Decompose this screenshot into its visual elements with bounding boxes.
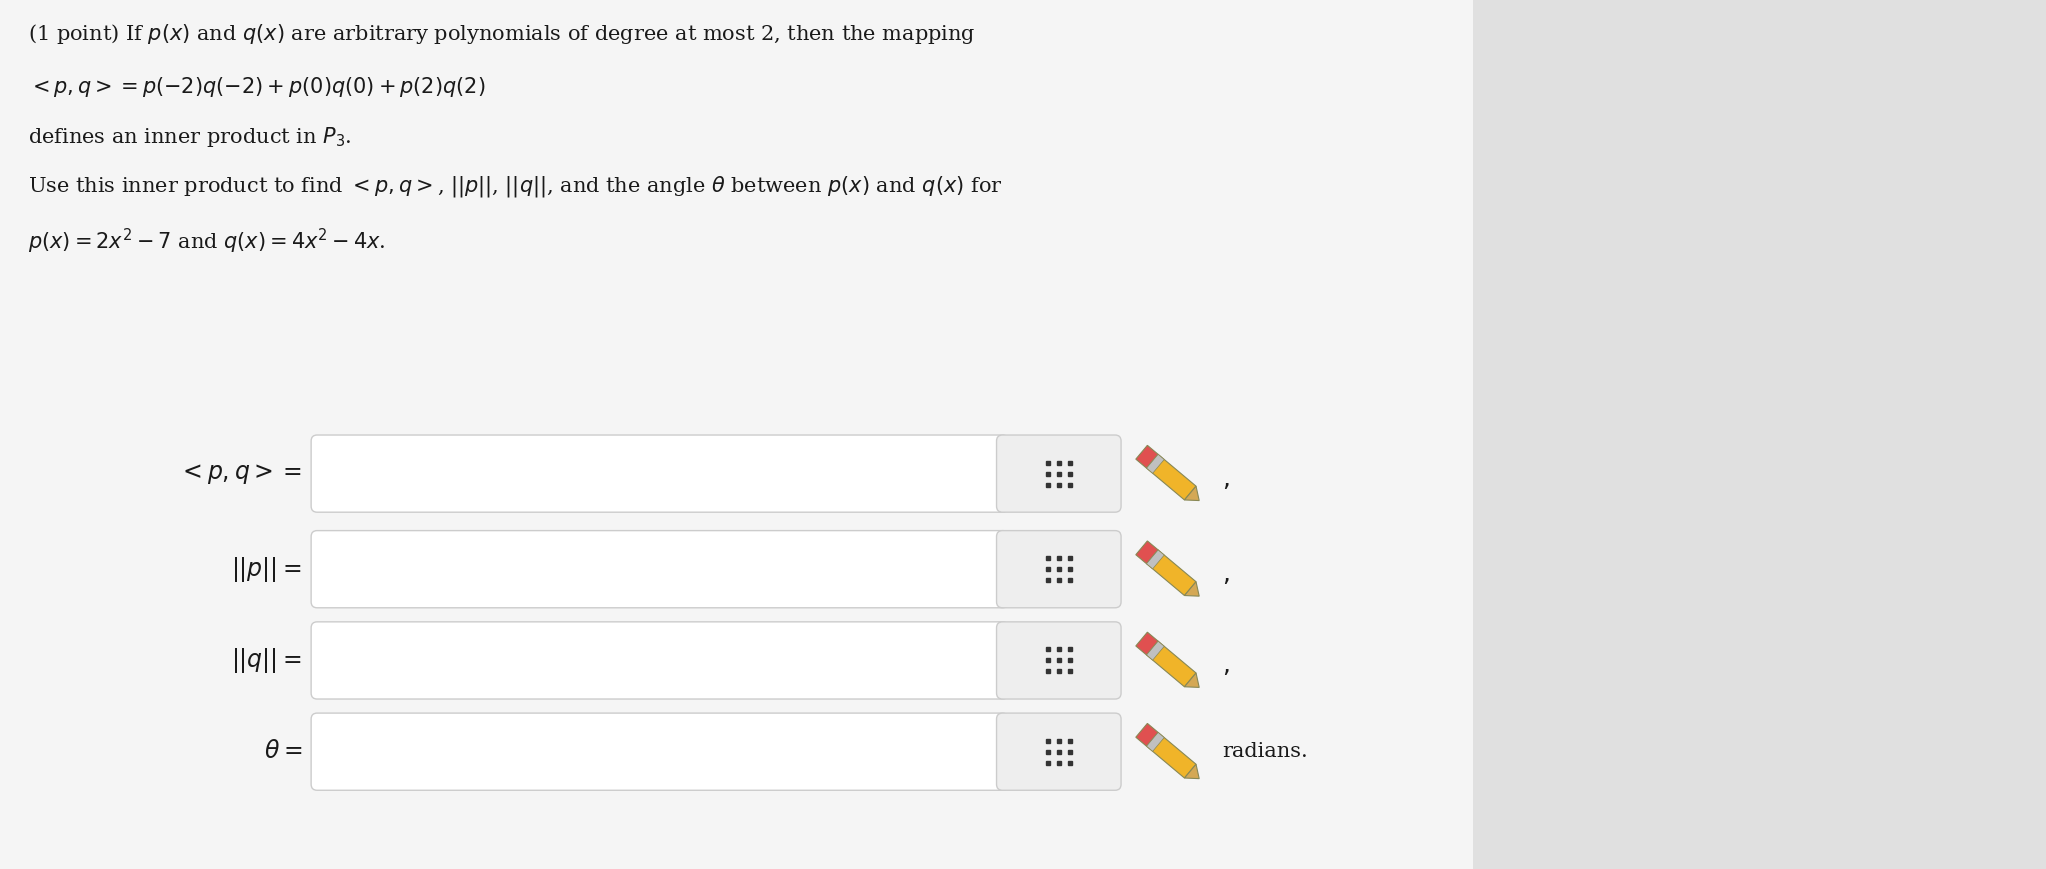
Polygon shape — [1146, 454, 1164, 474]
Polygon shape — [1146, 454, 1197, 500]
Text: defines an inner product in $P_3$.: defines an inner product in $P_3$. — [29, 125, 352, 149]
Polygon shape — [1146, 550, 1164, 569]
Text: $||q|| =$: $||q|| =$ — [231, 646, 303, 675]
Text: ,: , — [1221, 467, 1230, 491]
Polygon shape — [1136, 445, 1158, 468]
Text: $||p|| =$: $||p|| =$ — [231, 554, 303, 584]
FancyBboxPatch shape — [311, 713, 1009, 790]
Polygon shape — [1146, 641, 1164, 660]
Text: (1 point) If $\mathbf{\mathit{p}}(x)$ and $\mathbf{\mathit{q}}(x)$ are arbitrary: (1 point) If $\mathbf{\mathit{p}}(x)$ an… — [29, 22, 976, 46]
Polygon shape — [1146, 641, 1197, 687]
Text: radians.: radians. — [1221, 742, 1307, 761]
Polygon shape — [1146, 550, 1197, 595]
FancyBboxPatch shape — [996, 622, 1121, 699]
FancyBboxPatch shape — [311, 435, 1009, 512]
Polygon shape — [1146, 733, 1164, 752]
Text: $< p, q >= p(-2)q(-2) + p(0)q(0) + p(2)q(2)$: $< p, q >= p(-2)q(-2) + p(0)q(0) + p(2)q… — [29, 75, 485, 99]
Polygon shape — [1185, 764, 1199, 779]
Text: $\theta =$: $\theta =$ — [264, 740, 303, 763]
Polygon shape — [1185, 581, 1199, 596]
Polygon shape — [1136, 632, 1158, 655]
FancyBboxPatch shape — [996, 435, 1121, 512]
FancyBboxPatch shape — [311, 622, 1009, 699]
Text: Use this inner product to find $< p, q >$, $||p||$, $||q||$, and the angle $\the: Use this inner product to find $< p, q >… — [29, 175, 1003, 200]
Text: $p(x) = 2x^2 - 7$ and $q(x) = 4x^2 - 4x$.: $p(x) = 2x^2 - 7$ and $q(x) = 4x^2 - 4x$… — [29, 227, 385, 255]
FancyBboxPatch shape — [996, 713, 1121, 790]
FancyBboxPatch shape — [311, 531, 1009, 607]
Polygon shape — [1136, 723, 1158, 746]
Polygon shape — [1185, 486, 1199, 501]
Text: ,: , — [1221, 562, 1230, 587]
FancyBboxPatch shape — [0, 0, 1473, 869]
Polygon shape — [1136, 541, 1158, 564]
Text: $< p, q >=$: $< p, q >=$ — [178, 461, 303, 486]
FancyBboxPatch shape — [996, 531, 1121, 607]
Polygon shape — [1146, 733, 1197, 778]
Polygon shape — [1185, 673, 1199, 687]
Text: ,: , — [1221, 653, 1230, 678]
